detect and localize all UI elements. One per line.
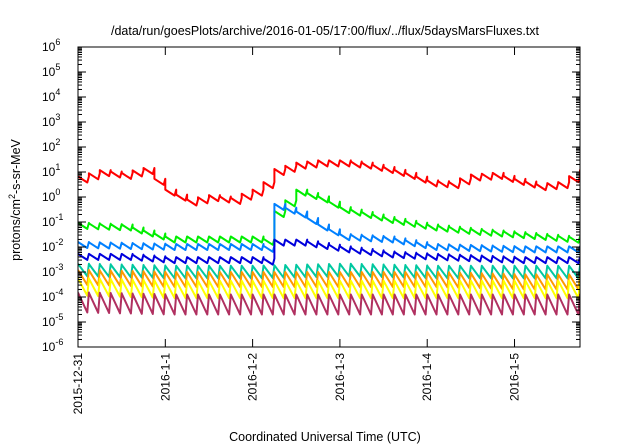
y-tick-label: 102: [42, 137, 60, 154]
x-tick-label: 2016-1-3: [333, 353, 347, 401]
x-tick-label: 2015-12-31: [71, 353, 85, 415]
y-tick-base: 10: [42, 90, 56, 104]
y-tick-exponent: -1: [55, 212, 63, 222]
y-tick-base: 10: [42, 240, 56, 254]
y-tick-label: 103: [42, 112, 60, 129]
y-tick-base: 10: [42, 115, 56, 129]
y-tick-base: 10: [42, 165, 56, 179]
y-tick-base: 10: [42, 290, 56, 304]
y-tick-exponent: -5: [55, 312, 63, 322]
series-line-3: [78, 238, 580, 266]
y-tick-exponent: 4: [55, 87, 60, 97]
y-tick-exponent: 0: [55, 187, 60, 197]
y-tick-exponent: 6: [55, 37, 60, 47]
y-tick-exponent: 2: [55, 137, 60, 147]
series-line-2: [78, 202, 580, 254]
y-tick-label: 101: [42, 162, 60, 179]
y-tick-exponent: -4: [55, 287, 63, 297]
y-axis-title-main: protons/cm: [9, 199, 23, 261]
x-tick-label: 2016-1-1: [158, 353, 172, 401]
series-line-0: [78, 159, 580, 207]
y-tick-label: 10-2: [42, 237, 63, 254]
series-line-6: [78, 277, 580, 300]
y-tick-label: 10-4: [42, 287, 63, 304]
y-tick-base: 10: [42, 190, 56, 204]
y-tick-label: 105: [42, 62, 60, 79]
y-tick-base: 10: [42, 340, 56, 354]
y-tick-label: 100: [42, 187, 60, 204]
y-axis-title-rest: -s-sr-MeV: [9, 138, 23, 194]
y-tick-base: 10: [42, 315, 56, 329]
y-tick-label: 106: [42, 37, 60, 54]
y-tick-exponent: -3: [55, 262, 63, 272]
plot-area: 10-610-510-410-310-210-11001011021031041…: [42, 37, 581, 415]
y-tick-label: 10-1: [42, 212, 63, 229]
y-tick-label: 10-6: [42, 337, 63, 354]
y-tick-label: 10-3: [42, 262, 63, 279]
y-tick-label: 104: [42, 87, 60, 104]
y-tick-label: 10-5: [42, 312, 63, 329]
series-group: [78, 159, 580, 316]
y-tick-exponent: 1: [55, 162, 60, 172]
chart-title: /data/run/goesPlots/archive/2016-01-05/1…: [111, 24, 540, 38]
x-tick-label: 2016-1-4: [420, 353, 434, 401]
y-tick-exponent: -2: [55, 237, 63, 247]
y-axis-title-exponent: 2: [7, 194, 17, 199]
y-tick-base: 10: [42, 265, 56, 279]
series-line-7: [78, 291, 580, 316]
y-axis-title: protons/cm2-s-sr-MeV: [7, 138, 23, 260]
x-axis-title: Coordinated Universal Time (UTC): [229, 430, 421, 444]
y-tick-exponent: 5: [55, 62, 60, 72]
y-tick-base: 10: [42, 65, 56, 79]
series-line-5: [78, 269, 580, 291]
x-tick-label: 2016-1-2: [246, 353, 260, 401]
y-tick-exponent: -6: [55, 337, 63, 347]
y-tick-exponent: 3: [55, 112, 60, 122]
y-tick-base: 10: [42, 40, 56, 54]
y-tick-base: 10: [42, 140, 56, 154]
y-tick-base: 10: [42, 215, 56, 229]
x-tick-label: 2016-1-5: [508, 353, 522, 401]
series-line-4: [78, 262, 580, 280]
series-line-1: [78, 188, 580, 246]
